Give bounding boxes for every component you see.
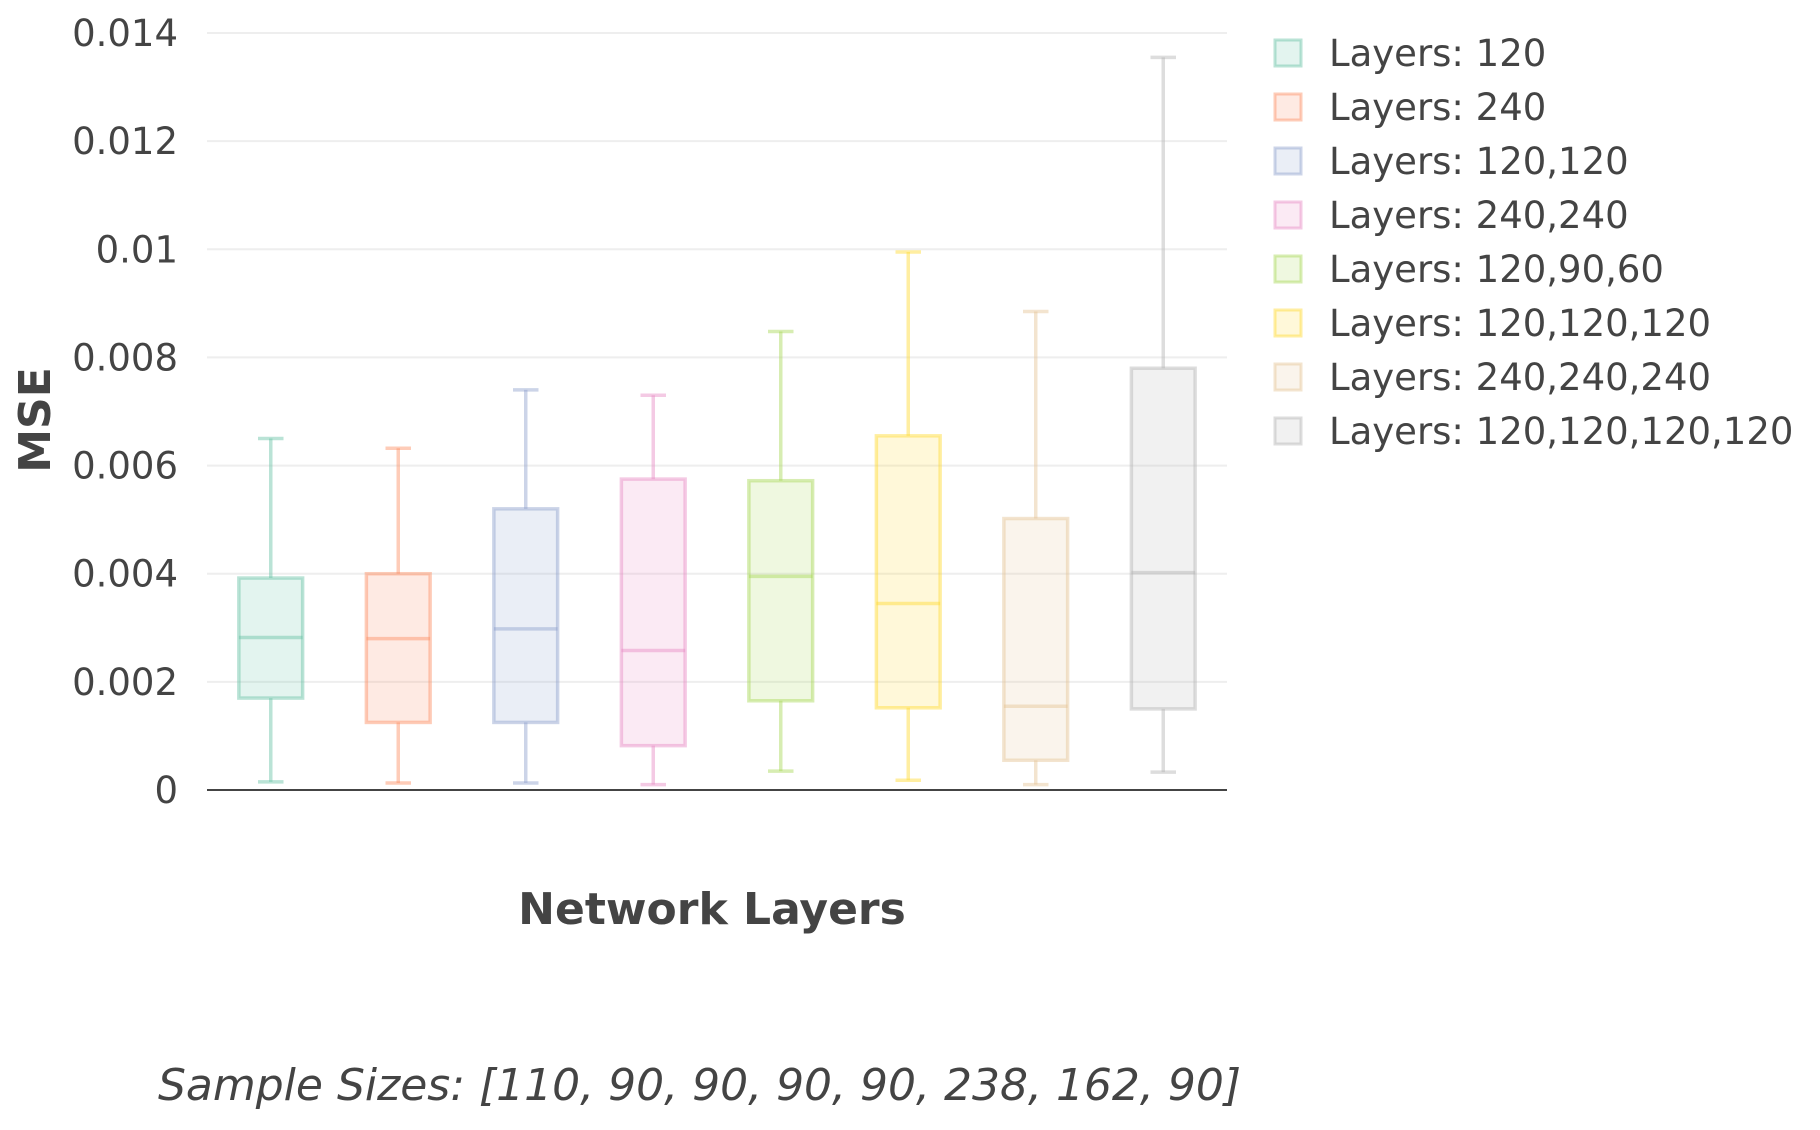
legend-label: Layers: 120,120 [1329, 140, 1629, 183]
iqr-box [364, 571, 432, 725]
legend-label: Layers: 240,240,240 [1329, 356, 1711, 399]
y-tick-label: 0.01 [96, 228, 178, 271]
legend-item[interactable]: Layers: 240,240 [1273, 194, 1629, 237]
legend-item[interactable]: Layers: 120 [1273, 32, 1546, 75]
y-tick-label: 0.014 [72, 12, 178, 55]
legend-swatch [1273, 38, 1303, 68]
iqr-box [747, 478, 815, 703]
iqr-box [1129, 366, 1197, 711]
legend-swatch [1273, 200, 1303, 230]
y-tick-label: 0.008 [72, 336, 178, 379]
legend[interactable]: Layers: 120 Layers: 240 Layers: 120,120 Lay… [1273, 32, 1793, 453]
legend-swatch [1273, 362, 1303, 392]
legend-item[interactable]: Layers: 120,120,120,120 [1273, 410, 1793, 453]
legend-item[interactable]: Layers: 240 [1273, 86, 1546, 129]
legend-swatch [1273, 92, 1303, 122]
y-tick-label: 0.012 [72, 120, 178, 163]
legend-swatch [1273, 308, 1303, 338]
gridlines [207, 32, 1227, 683]
box-4[interactable] [619, 393, 687, 787]
legend-label: Layers: 240 [1329, 86, 1546, 129]
box-3[interactable] [492, 388, 560, 785]
legend-label: Layers: 120,120,120,120 [1329, 410, 1793, 453]
iqr-box [237, 576, 305, 700]
legend-swatch [1273, 146, 1303, 176]
legend-item[interactable]: Layers: 120,90,60 [1273, 248, 1664, 291]
iqr-box [874, 434, 942, 710]
y-tick-label: 0.004 [72, 553, 178, 596]
iqr-box [492, 507, 560, 725]
boxes [237, 55, 1197, 787]
legend-item[interactable]: Layers: 120,120 [1273, 140, 1629, 183]
legend-item[interactable]: Layers: 120,120,120 [1273, 302, 1711, 345]
y-tick-label: 0.002 [72, 661, 178, 704]
box-6[interactable] [874, 250, 942, 783]
y-tick-label: 0.006 [72, 445, 178, 488]
legend-label: Layers: 120,120,120 [1329, 302, 1711, 345]
box-1[interactable] [237, 436, 305, 784]
legend-swatch [1273, 416, 1303, 446]
legend-item[interactable]: Layers: 240,240,240 [1273, 356, 1711, 399]
legend-swatch [1273, 254, 1303, 284]
box-2[interactable] [364, 446, 432, 785]
y-tick-label: 0 [154, 769, 178, 812]
box-7[interactable] [1002, 309, 1070, 787]
iqr-box [1002, 516, 1070, 763]
box-5[interactable] [747, 329, 815, 773]
legend-label: Layers: 240,240 [1329, 194, 1629, 237]
legend-label: Layers: 120,90,60 [1329, 248, 1664, 291]
x-axis-title: Network Layers [518, 884, 906, 935]
box-8[interactable] [1129, 55, 1197, 774]
y-axis-title: MSE [10, 367, 61, 473]
iqr-box [619, 477, 687, 748]
legend-label: Layers: 120 [1329, 32, 1546, 75]
y-axis-ticks: 0 0.002 0.004 0.006 0.008 0.01 0.012 0.014 [72, 12, 178, 812]
sample-sizes-annotation: Sample Sizes: [110, 90, 90, 90, 90, 238,… [158, 1060, 1241, 1111]
